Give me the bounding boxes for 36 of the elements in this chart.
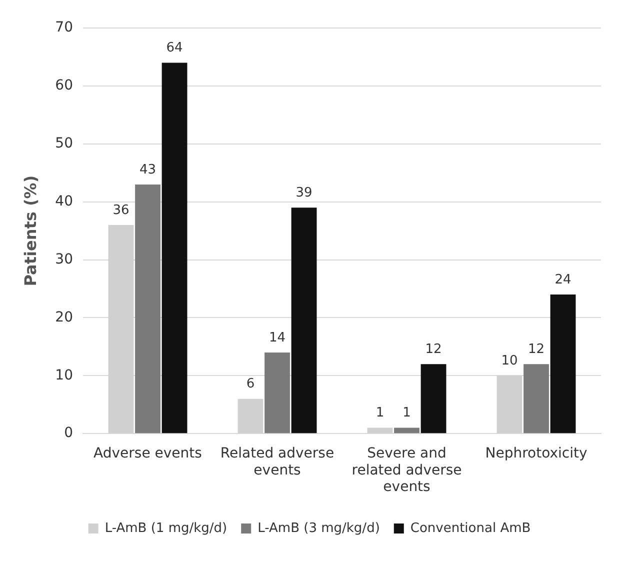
data-label: 14 bbox=[268, 330, 286, 346]
x-tick-label: Severe and related adverse events bbox=[352, 446, 462, 496]
y-tick-label: 40 bbox=[55, 193, 74, 210]
data-label: 1 bbox=[402, 406, 411, 421]
data-label: 64 bbox=[166, 40, 183, 56]
y-axis-title: Patients (%) bbox=[20, 175, 40, 286]
legend-label: Conventional AmB bbox=[410, 520, 531, 536]
data-label: 1 bbox=[376, 406, 384, 421]
bar bbox=[162, 62, 188, 434]
bar bbox=[394, 428, 420, 434]
data-label: 12 bbox=[425, 342, 442, 357]
data-label: 43 bbox=[139, 162, 156, 178]
x-tick-label: Related adverse events bbox=[220, 446, 334, 478]
legend-label: L-AmB (3 mg/kg/d) bbox=[258, 520, 380, 536]
data-label: 36 bbox=[112, 202, 130, 218]
y-tick-label: 30 bbox=[55, 251, 74, 268]
y-tick-label: 60 bbox=[55, 78, 74, 94]
bar bbox=[550, 294, 576, 434]
x-tick-label: Nephrotoxicity bbox=[485, 446, 588, 462]
y-tick-label: 0 bbox=[64, 425, 74, 442]
bar bbox=[420, 364, 446, 434]
data-label: 12 bbox=[528, 342, 545, 357]
bar bbox=[135, 184, 160, 434]
data-label: 39 bbox=[296, 186, 312, 200]
x-tick-label: Adverse events bbox=[94, 446, 202, 462]
bar bbox=[524, 364, 549, 434]
data-label: 6 bbox=[246, 376, 255, 392]
data-label: 10 bbox=[501, 354, 518, 369]
bar bbox=[264, 352, 290, 434]
data-label: 24 bbox=[554, 272, 572, 288]
y-tick-label: 20 bbox=[55, 309, 74, 326]
legend-label: L-AmB (1 mg/kg/d) bbox=[104, 520, 228, 536]
y-tick-label: 70 bbox=[55, 20, 74, 36]
y-tick-label: 10 bbox=[55, 367, 74, 384]
bar bbox=[291, 208, 317, 434]
y-tick-label: 50 bbox=[55, 136, 74, 152]
